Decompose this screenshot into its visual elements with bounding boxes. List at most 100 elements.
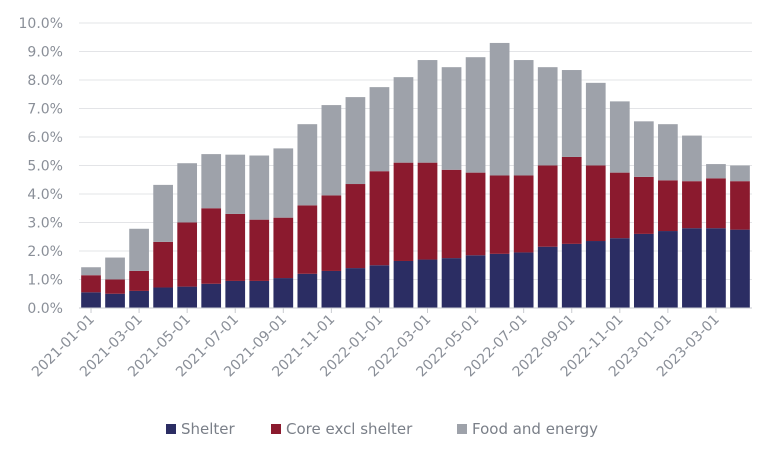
bar-food-and-energy xyxy=(273,148,294,218)
x-axis-tick-labels: 2021-01-012021-03-012021-05-012021-07-01… xyxy=(29,312,723,381)
y-tick-label: 1.0% xyxy=(27,273,63,289)
legend-swatch xyxy=(166,424,176,434)
legend-swatch xyxy=(271,424,281,434)
bar-stack xyxy=(105,257,125,308)
y-tick-label: 8.0% xyxy=(27,73,63,89)
bar-stack xyxy=(513,60,534,308)
bar-core-excl-shelter xyxy=(585,165,606,242)
bar-food-and-energy xyxy=(345,97,366,185)
bar-shelter xyxy=(537,246,558,308)
bar-shelter xyxy=(297,273,318,308)
y-tick-label: 6.0% xyxy=(27,130,63,146)
bar-core-excl-shelter xyxy=(393,162,414,261)
bar-core-excl-shelter xyxy=(417,162,438,260)
bar-stack xyxy=(706,164,726,308)
bar-shelter xyxy=(369,265,390,308)
bar-shelter xyxy=(153,287,173,308)
bar-food-and-energy xyxy=(297,124,318,206)
y-tick-label: 5.0% xyxy=(27,159,63,175)
bar-shelter xyxy=(658,231,678,308)
bar-stack xyxy=(561,70,582,308)
bar-stack xyxy=(682,135,702,308)
bar-stack xyxy=(345,97,366,308)
bar-shelter xyxy=(105,293,125,308)
bar-shelter xyxy=(489,253,510,308)
bar-stack xyxy=(609,101,630,308)
bar-shelter xyxy=(609,238,630,308)
y-tick-label: 2.0% xyxy=(27,244,63,260)
bar-stack xyxy=(658,124,678,308)
bar-core-excl-shelter xyxy=(706,178,726,229)
bar-core-excl-shelter xyxy=(658,180,678,232)
bar-core-excl-shelter xyxy=(81,275,101,293)
bar-core-excl-shelter xyxy=(201,208,222,284)
bar-shelter xyxy=(201,283,222,308)
bar-food-and-energy xyxy=(177,163,198,223)
bars xyxy=(81,42,750,308)
bar-food-and-energy xyxy=(706,164,726,179)
bar-stack xyxy=(730,165,750,308)
bar-food-and-energy xyxy=(249,155,270,220)
bar-stack xyxy=(417,60,438,308)
legend-label: Core excl shelter xyxy=(286,420,413,438)
bar-food-and-energy xyxy=(682,135,702,182)
bar-food-and-energy xyxy=(561,70,582,157)
bar-stack xyxy=(489,42,510,308)
bar-shelter xyxy=(81,292,101,308)
bar-shelter xyxy=(465,255,486,308)
bar-core-excl-shelter xyxy=(177,222,198,287)
bar-core-excl-shelter xyxy=(537,165,558,247)
bar-shelter xyxy=(273,278,294,308)
legend-label: Food and energy xyxy=(472,420,598,438)
bar-core-excl-shelter xyxy=(273,217,294,279)
bar-shelter xyxy=(345,268,366,308)
legend-item-core-excl-shelter: Core excl shelter xyxy=(271,420,413,438)
legend-item-food-and-energy: Food and energy xyxy=(457,420,598,438)
bar-stack xyxy=(249,155,270,308)
bar-food-and-energy xyxy=(153,184,173,242)
bar-shelter xyxy=(682,228,702,308)
bar-food-and-energy xyxy=(417,60,438,163)
y-tick-label: 4.0% xyxy=(27,187,63,203)
bar-stack xyxy=(585,82,606,308)
bar-shelter xyxy=(513,252,534,308)
bar-food-and-energy xyxy=(225,154,246,214)
bar-core-excl-shelter xyxy=(609,172,630,239)
bar-stack xyxy=(441,67,462,308)
bar-core-excl-shelter xyxy=(225,213,246,281)
bar-core-excl-shelter xyxy=(730,181,750,230)
bar-stack xyxy=(465,57,486,308)
bar-shelter xyxy=(417,259,438,308)
bar-food-and-energy xyxy=(537,67,558,166)
bar-core-excl-shelter xyxy=(129,270,149,291)
bar-shelter xyxy=(730,229,750,308)
bar-core-excl-shelter xyxy=(297,205,318,274)
legend: Shelter Core excl shelter Food and energy xyxy=(166,420,598,438)
bar-food-and-energy xyxy=(730,165,750,182)
bar-shelter xyxy=(225,280,246,308)
bar-shelter xyxy=(249,280,270,308)
bar-stack xyxy=(297,124,318,308)
bar-food-and-energy xyxy=(489,42,510,176)
bar-shelter xyxy=(561,243,582,308)
legend-item-shelter: Shelter xyxy=(166,420,236,438)
bar-core-excl-shelter xyxy=(369,171,390,266)
bar-food-and-energy xyxy=(105,257,125,280)
bar-food-and-energy xyxy=(129,228,149,271)
bar-food-and-energy xyxy=(465,57,486,173)
bar-core-excl-shelter xyxy=(633,176,654,234)
bar-stack xyxy=(369,87,390,308)
bar-stack xyxy=(153,184,173,308)
bar-stack xyxy=(273,148,294,308)
bar-food-and-energy xyxy=(369,87,390,172)
legend-swatch xyxy=(457,424,467,434)
bar-core-excl-shelter xyxy=(489,175,510,254)
bar-core-excl-shelter xyxy=(465,172,486,256)
y-tick-label: 3.0% xyxy=(27,216,63,232)
y-tick-label: 0.0% xyxy=(27,301,63,317)
bar-food-and-energy xyxy=(585,82,606,166)
bar-stack xyxy=(321,105,342,308)
bar-shelter xyxy=(177,286,198,308)
bar-food-and-energy xyxy=(633,121,654,177)
